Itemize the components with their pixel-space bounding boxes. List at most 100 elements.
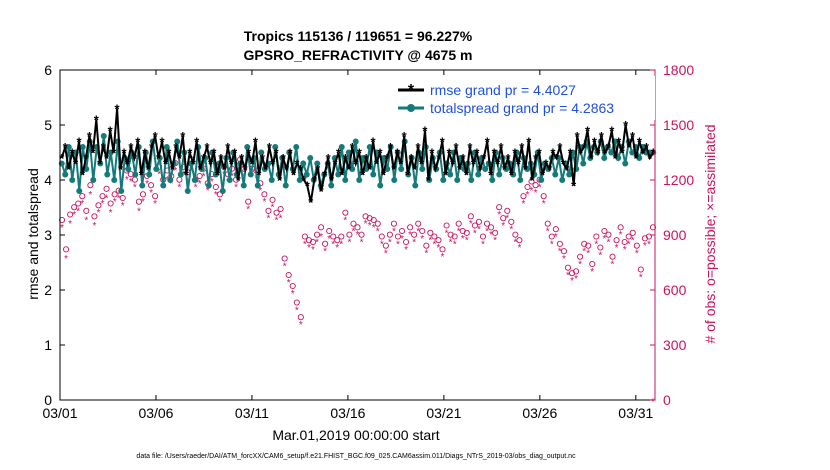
obs-assimilated-point: * <box>392 227 396 238</box>
obs-possible-point <box>374 220 381 227</box>
totalspread-point <box>146 171 153 178</box>
obs-assimilated-point: * <box>311 245 315 256</box>
rmse-point: * <box>339 168 345 183</box>
rmse-point: * <box>232 146 238 161</box>
obs-assimilated-point: * <box>388 238 392 249</box>
totalspread-point <box>622 160 629 167</box>
rmse-point: * <box>557 140 563 155</box>
obs-possible-point <box>398 227 406 235</box>
y-right-tick-label: 600 <box>663 282 687 298</box>
obs-assimilated-point: * <box>542 199 546 210</box>
rmse-point: * <box>332 157 338 172</box>
obs-possible-point <box>79 193 86 200</box>
obs-assimilated-point: * <box>376 227 380 238</box>
obs-assimilated-point: * <box>109 208 113 219</box>
rmse-point: * <box>142 146 148 161</box>
rmse-point: * <box>578 146 584 161</box>
rmse-point: * <box>284 162 290 177</box>
rmse-point: * <box>298 162 304 177</box>
obs-assimilated-point: * <box>509 225 513 236</box>
totalspread-point <box>349 166 356 172</box>
obs-assimilated-point: * <box>623 245 627 256</box>
rmse-point: * <box>561 157 567 172</box>
obs-assimilated-point: * <box>615 243 619 254</box>
obs-assimilated-point: * <box>80 199 84 210</box>
obs-possible-point <box>342 209 349 216</box>
rmse-point: * <box>447 146 453 161</box>
obs-possible-point <box>479 233 487 240</box>
obs-assimilated-point: * <box>327 234 331 245</box>
obs-assimilated-point: * <box>194 183 198 194</box>
rmse-point: * <box>218 151 224 166</box>
rmse-point: * <box>575 129 581 144</box>
obs-assimilated-point: * <box>92 221 96 232</box>
legend-rmse-label: rmse grand pr = 4.4027 <box>430 82 576 98</box>
rmse-point: * <box>229 157 235 172</box>
totalspread-point <box>226 177 233 183</box>
totalspread-point <box>293 144 300 150</box>
rmse-point: * <box>454 140 460 155</box>
obs-assimilated-point: * <box>121 201 125 212</box>
obs-assimilated-point: * <box>449 238 453 249</box>
obs-possible-point <box>520 193 527 200</box>
rmse-point: * <box>76 135 82 150</box>
obs-possible-point <box>265 207 272 214</box>
obs-possible-point <box>318 224 325 231</box>
obs-assimilated-point: * <box>319 232 323 243</box>
rmse-point: * <box>177 151 183 166</box>
rmse-point: * <box>367 162 373 177</box>
rmse-point: * <box>156 151 162 166</box>
rmse-point: * <box>329 173 335 188</box>
obs-possible-point <box>605 231 612 238</box>
rmse-point: * <box>606 140 612 155</box>
rmse-point: * <box>519 140 525 155</box>
rmse-point: * <box>637 135 643 150</box>
obs-possible-point <box>139 191 147 198</box>
rmse-point: * <box>609 124 615 139</box>
obs-possible-point <box>378 233 385 240</box>
totalspread-point <box>163 144 170 150</box>
obs-assimilated-point: * <box>234 183 238 194</box>
obs-assimilated-point: * <box>258 186 262 197</box>
totalspread-point <box>167 177 174 183</box>
rmse-point: * <box>108 124 114 139</box>
totalspread-point <box>489 177 496 183</box>
obs-possible-point <box>95 202 102 209</box>
rmse-point: * <box>312 173 318 188</box>
rmse-point: * <box>135 135 141 150</box>
obs-assimilated-point: * <box>364 219 368 230</box>
rmse-point: * <box>132 151 138 166</box>
obs-assimilated-point: * <box>598 250 602 261</box>
totalspread-point <box>100 133 107 139</box>
obs-assimilated-point: * <box>631 236 635 247</box>
totalspread-point <box>303 171 310 178</box>
x-tick-label: 03/01 <box>42 405 77 421</box>
obs-possible-point <box>285 271 292 279</box>
rmse-point: * <box>198 162 204 177</box>
obs-assimilated-point: * <box>372 223 376 234</box>
totalspread-point <box>205 182 212 189</box>
rmse-point: * <box>485 135 491 150</box>
obs-assimilated-point: * <box>173 166 177 177</box>
rmse-point: * <box>111 146 117 161</box>
rmse-point: * <box>336 146 342 161</box>
rmse-point: * <box>73 157 79 172</box>
obs-possible-point <box>75 200 82 207</box>
y-right-tick-label: 1200 <box>663 172 694 188</box>
rmse-point: * <box>402 129 408 144</box>
totalspread-point <box>380 155 387 161</box>
obs-assimilated-point: * <box>149 188 153 199</box>
obs-possible-point <box>475 218 482 225</box>
obs-assimilated-point: * <box>400 234 404 245</box>
obs-possible-point <box>613 237 620 244</box>
obs-assimilated-point: * <box>165 175 169 186</box>
totalspread-point <box>559 177 566 183</box>
obs-assimilated-point: * <box>202 172 206 183</box>
obs-assimilated-point: * <box>88 190 92 201</box>
rmse-point: * <box>460 151 466 166</box>
rmse-point: * <box>118 162 124 177</box>
obs-assimilated-point: * <box>295 305 299 316</box>
rmse-point: * <box>585 124 591 139</box>
rmse-point: * <box>166 146 172 161</box>
